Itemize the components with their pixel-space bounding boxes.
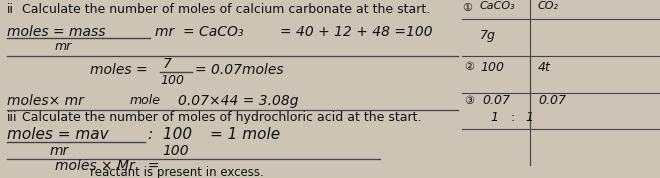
Text: mr  = CaCO₃: mr = CaCO₃ [155,25,244,39]
Text: moles =: moles = [90,63,148,77]
Text: Calculate the number of moles of calcium carbonate at the start.: Calculate the number of moles of calcium… [22,3,430,16]
Text: CaCO₃: CaCO₃ [480,1,515,11]
Text: = 0.07moles: = 0.07moles [195,63,284,77]
Text: = 40 + 12 + 48 =100: = 40 + 12 + 48 =100 [280,25,432,39]
Text: 100: 100 [480,61,504,74]
Text: ③: ③ [464,96,474,106]
Text: ①: ① [462,3,472,13]
Text: 1: 1 [525,111,533,124]
Text: 100: 100 [162,144,189,158]
Text: Calculate the number of moles of hydrochloric acid at the start.: Calculate the number of moles of hydroch… [22,111,422,124]
Text: 100: 100 [160,74,184,87]
Text: 7g: 7g [480,29,496,42]
Text: 0.07×44 = 3.08g: 0.07×44 = 3.08g [178,94,298,108]
Text: :: : [510,111,514,124]
Text: 0.07: 0.07 [538,95,566,108]
Text: mole: mole [130,95,161,108]
Text: CO₂: CO₂ [538,1,559,11]
Text: mr: mr [55,40,72,53]
Text: ②: ② [464,62,474,72]
Text: iii: iii [7,111,18,124]
Text: = 1 mole: = 1 mole [210,127,280,142]
Text: moles = mass: moles = mass [7,25,106,39]
Text: 0.07: 0.07 [482,95,510,108]
Text: moles× mr: moles× mr [7,94,84,108]
Text: ii: ii [7,3,14,16]
Text: moles × Mr   =: moles × Mr = [55,159,160,173]
Text: reactant is present in excess.: reactant is present in excess. [90,166,264,178]
Text: :  100: : 100 [148,127,192,142]
Text: 7: 7 [163,57,172,71]
Text: 1: 1 [490,111,498,124]
Text: mr: mr [50,144,69,158]
Text: moles = mav: moles = mav [7,127,109,142]
Text: 4t: 4t [538,61,551,74]
